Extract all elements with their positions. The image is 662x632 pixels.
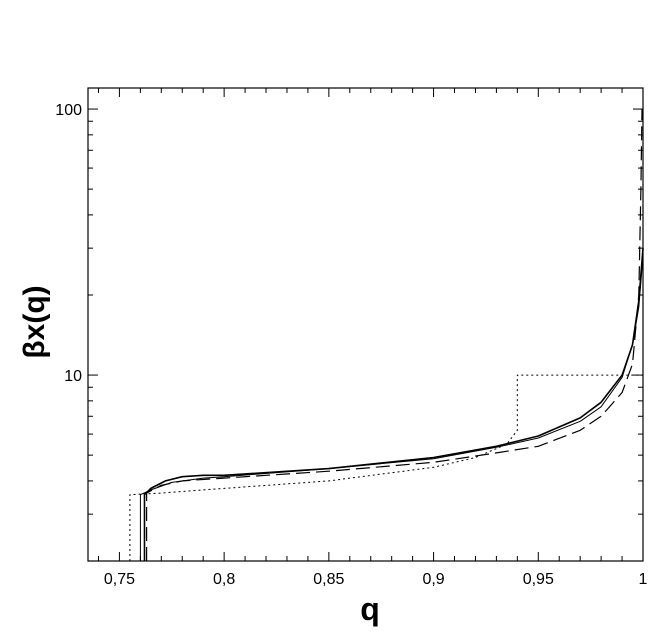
tick-labels: 0,75 0,8 0,85 0,9 0,95 1 10 100 xyxy=(55,102,647,588)
series-line-2 xyxy=(139,256,644,561)
x-axis-label: q xyxy=(360,591,380,627)
x-tick-label: 1 xyxy=(639,571,648,588)
x-tick-label: 0,95 xyxy=(523,571,554,588)
series-line-1 xyxy=(143,248,644,561)
y-tick-label: 100 xyxy=(55,102,82,119)
y-axis-label: βx(q) xyxy=(18,285,51,358)
axis-ticks xyxy=(88,88,644,562)
plot-frame xyxy=(87,87,644,562)
x-tick-label: 0,75 xyxy=(104,571,135,588)
series-line-4 xyxy=(129,374,643,561)
y-tick-label: 10 xyxy=(64,368,82,385)
x-tick-label: 0,8 xyxy=(213,571,235,588)
series-group xyxy=(129,109,644,561)
x-tick-label: 0,85 xyxy=(313,571,344,588)
x-tick-label: 0,9 xyxy=(422,571,444,588)
series-line-3 xyxy=(146,109,643,561)
